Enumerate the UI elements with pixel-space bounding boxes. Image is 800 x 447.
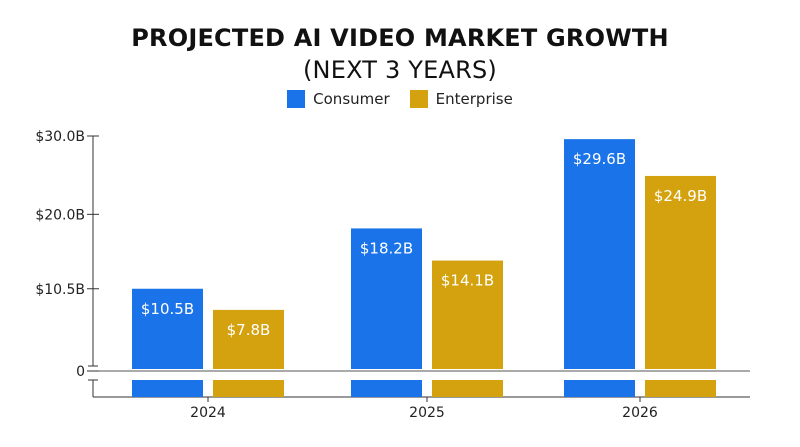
y-tick-label: 0: [76, 364, 85, 380]
bar-consumer-2024: [132, 288, 203, 369]
legend-swatch-consumer: [287, 90, 306, 108]
x-tick-label: 2026: [622, 405, 658, 421]
bar-value-label: $24.9B: [654, 187, 707, 205]
legend-item-consumer: Consumer: [287, 90, 390, 108]
y-tick-label: $10.5B: [35, 282, 85, 298]
x-tick-label: 2025: [409, 405, 445, 421]
bar-stub-enterprise-2024: [213, 380, 284, 397]
legend-label-enterprise: Enterprise: [435, 90, 513, 108]
bar-enterprise-2025: [432, 260, 503, 369]
legend-swatch-enterprise: [409, 90, 428, 108]
bar-enterprise-2026: [645, 175, 716, 369]
bar-value-label: $18.2B: [360, 239, 413, 257]
legend-item-enterprise: Enterprise: [409, 90, 513, 108]
chart-title-line-2: (NEXT 3 YEARS): [302, 56, 497, 84]
chart-title-line-1: PROJECTED AI VIDEO MARKET GROWTH: [131, 24, 669, 52]
bar-stub-enterprise-2025: [432, 380, 503, 397]
bar-value-label: $10.5B: [141, 300, 194, 318]
bar-stub-consumer-2024: [132, 380, 203, 397]
bar-enterprise-2024: [213, 309, 284, 369]
bar-stub-enterprise-2026: [645, 380, 716, 397]
bar-consumer-2025: [351, 228, 422, 369]
bar-value-label: $7.8B: [227, 321, 271, 339]
bar-stub-consumer-2026: [564, 380, 635, 397]
legend-label-consumer: Consumer: [313, 90, 390, 108]
bar-value-label: $14.1B: [441, 272, 494, 290]
bar-consumer-2026: [564, 139, 635, 369]
y-tick-label: $20.0B: [35, 207, 85, 223]
y-tick-label: $30.0B: [35, 129, 85, 145]
chart-legend: Consumer Enterprise: [0, 90, 800, 108]
x-tick-label: 2024: [190, 405, 226, 421]
bar-stub-consumer-2025: [351, 380, 422, 397]
bar-value-label: $29.6B: [573, 150, 626, 168]
